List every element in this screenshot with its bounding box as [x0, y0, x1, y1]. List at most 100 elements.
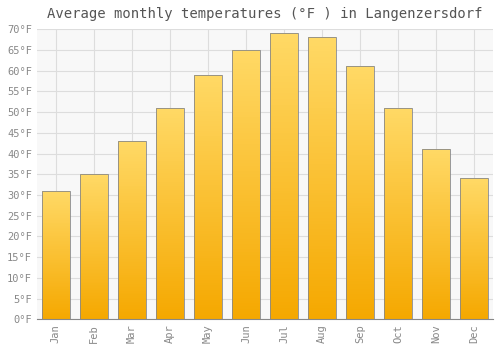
Bar	[308, 218, 336, 221]
Bar	[194, 158, 222, 160]
Bar	[384, 220, 412, 222]
Bar	[80, 214, 108, 215]
Bar	[42, 218, 70, 219]
Bar	[422, 233, 450, 234]
Bar	[232, 276, 260, 279]
Bar	[384, 142, 412, 144]
Bar	[346, 292, 374, 294]
Bar	[194, 251, 222, 253]
Bar	[194, 116, 222, 119]
Bar	[422, 201, 450, 202]
Bar	[118, 223, 146, 225]
Bar	[460, 283, 488, 284]
Bar	[156, 275, 184, 277]
Bar	[270, 211, 298, 214]
Bar	[194, 315, 222, 317]
Bar	[80, 318, 108, 320]
Bar	[118, 241, 146, 243]
Bar	[118, 221, 146, 223]
Bar	[460, 225, 488, 226]
Bar	[384, 211, 412, 214]
Bar	[156, 231, 184, 233]
Bar	[42, 255, 70, 257]
Bar	[232, 104, 260, 106]
Bar	[422, 304, 450, 306]
Bar	[80, 250, 108, 251]
Bar	[42, 308, 70, 309]
Bar	[118, 286, 146, 287]
Bar	[42, 225, 70, 227]
Bar	[80, 258, 108, 260]
Bar	[42, 215, 70, 217]
Bar	[42, 213, 70, 214]
Bar	[346, 264, 374, 266]
Bar	[460, 301, 488, 302]
Bar	[308, 238, 336, 240]
Bar	[346, 276, 374, 279]
Bar	[422, 217, 450, 219]
Bar	[80, 314, 108, 315]
Bar	[460, 313, 488, 314]
Bar	[156, 226, 184, 229]
Bar	[308, 317, 336, 320]
Bar	[460, 308, 488, 309]
Bar	[460, 247, 488, 249]
Bar	[80, 290, 108, 292]
Bar	[118, 227, 146, 229]
Bar	[422, 151, 450, 153]
Bar	[232, 247, 260, 249]
Bar	[156, 201, 184, 203]
Bar	[194, 160, 222, 163]
Bar	[156, 154, 184, 156]
Bar	[118, 164, 146, 166]
Bar	[346, 82, 374, 84]
Bar	[384, 267, 412, 269]
Bar	[346, 312, 374, 314]
Bar	[460, 211, 488, 212]
Bar	[194, 109, 222, 111]
Bar	[232, 282, 260, 285]
Bar	[384, 224, 412, 226]
Bar	[118, 232, 146, 234]
Bar	[270, 68, 298, 70]
Bar	[80, 306, 108, 308]
Bar	[156, 176, 184, 178]
Bar	[118, 270, 146, 271]
Bar	[270, 65, 298, 68]
Bar	[42, 220, 70, 222]
Bar	[422, 190, 450, 192]
Bar	[118, 293, 146, 294]
Bar	[346, 226, 374, 228]
Bar	[422, 245, 450, 246]
Bar	[156, 292, 184, 294]
Bar	[422, 296, 450, 298]
Bar	[422, 173, 450, 175]
Bar	[42, 206, 70, 208]
Bar	[308, 142, 336, 145]
Bar	[232, 96, 260, 98]
Bar	[346, 309, 374, 312]
Bar	[422, 306, 450, 308]
Bar	[384, 174, 412, 176]
Bar	[232, 66, 260, 69]
Bar	[346, 168, 374, 170]
Bar	[270, 216, 298, 219]
Bar	[118, 264, 146, 266]
Bar	[346, 246, 374, 248]
Bar	[42, 278, 70, 280]
Bar	[346, 84, 374, 87]
Bar	[118, 168, 146, 170]
Bar	[346, 135, 374, 137]
Bar	[156, 138, 184, 140]
Bar	[384, 277, 412, 279]
Bar	[308, 305, 336, 308]
Bar	[118, 266, 146, 268]
Bar	[460, 229, 488, 231]
Bar	[156, 229, 184, 231]
Bar	[156, 235, 184, 237]
Bar	[346, 241, 374, 244]
Bar	[42, 238, 70, 240]
Bar	[156, 288, 184, 290]
Bar	[346, 195, 374, 198]
Bar	[194, 128, 222, 131]
